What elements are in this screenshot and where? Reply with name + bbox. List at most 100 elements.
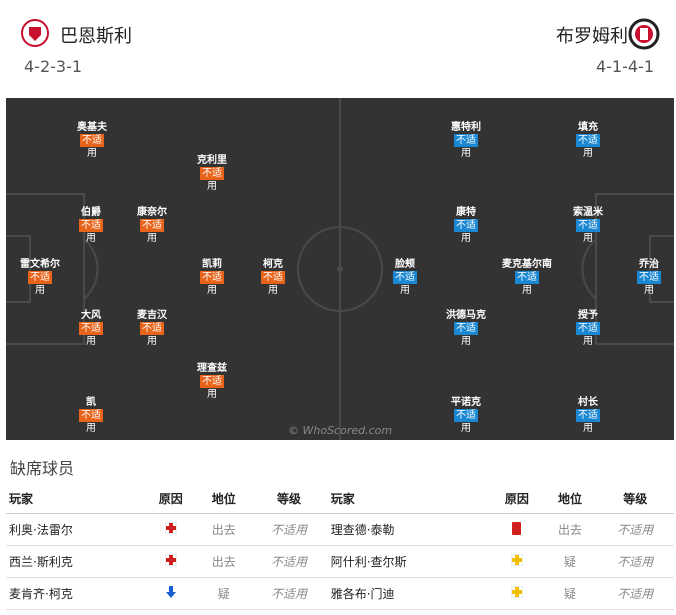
player-name: 洪德马克 <box>446 310 486 321</box>
player-rating: 不适用 <box>200 167 224 193</box>
rating: 不适用 <box>596 545 674 578</box>
player-rating: 不适用 <box>576 322 600 348</box>
player: 雷文希尔 不适用 <box>6 255 75 297</box>
player: 凯莉 不适用 <box>177 255 247 297</box>
rating: 不适用 <box>250 513 328 546</box>
player-rating: 不适用 <box>576 409 600 435</box>
player-name: 康特 <box>456 207 476 218</box>
player-name: 凯 <box>86 397 96 408</box>
row: 西兰·斯利克 出去 不适用 阿什利·查尔斯 疑 不适用 <box>6 545 674 578</box>
player-name: 理查兹 <box>197 363 227 374</box>
player-rating: 不适用 <box>515 271 539 297</box>
player-rating: 不适用 <box>200 271 224 297</box>
player-rating: 不适用 <box>79 322 103 348</box>
watermark: © WhoScored.com <box>288 424 393 437</box>
pitch-lines <box>6 98 674 440</box>
player-name: 索温米 <box>573 207 603 218</box>
player: 索温米 不适用 <box>553 203 623 245</box>
player-name: 乔治 <box>639 259 659 270</box>
pitch: © WhoScored.com 奥基夫 不适用 克利里 不适用 伯爵 不适用 康奈尔 不适用雷… <box>6 98 674 440</box>
col: 地位 <box>197 484 251 514</box>
player-rating: 不适用 <box>80 134 104 160</box>
player-name: 授予 <box>578 310 598 321</box>
player-rating: 不适用 <box>576 134 600 160</box>
status: 出去 <box>197 513 251 546</box>
home-team: 巴恩斯利 <box>60 26 132 47</box>
reason-icon <box>490 577 544 610</box>
player: 克利里 不适用 <box>177 151 247 193</box>
player-rating: 不适用 <box>261 271 285 297</box>
player-rating: 不适用 <box>454 219 478 245</box>
player: 利奥·法雷尔 <box>6 513 145 546</box>
col: 原因 <box>490 484 544 514</box>
player-name: 雷文希尔 <box>20 259 60 270</box>
player: 康特 不适用 <box>431 203 501 245</box>
rating: 不适用 <box>596 513 674 546</box>
away-logo <box>628 18 660 50</box>
player-rating: 不适用 <box>79 409 103 435</box>
rating: 不适用 <box>250 577 328 610</box>
player-name: 村长 <box>578 397 598 408</box>
player: 乔治 不适用 <box>614 255 674 297</box>
player-name: 填充 <box>578 122 598 133</box>
col: 等级 <box>250 484 328 514</box>
player: 阿什利·查尔斯 <box>327 545 491 578</box>
player-name: 克利里 <box>197 155 227 166</box>
player-name: 伯爵 <box>81 207 101 218</box>
reason-icon <box>144 577 198 610</box>
away-team: 布罗姆利 <box>556 26 628 47</box>
player-rating: 不适用 <box>637 271 661 297</box>
home-formation: 4-2-3-1 <box>24 57 83 76</box>
player-rating: 不适用 <box>454 134 478 160</box>
player: 雅各布·门迪 <box>327 577 491 610</box>
rating: 不适用 <box>596 577 674 610</box>
player-rating: 不适用 <box>140 219 164 245</box>
status: 出去 <box>543 513 597 546</box>
player: 麦吉汉 不适用 <box>117 306 187 348</box>
status: 出去 <box>197 545 251 578</box>
player-name: 大风 <box>81 310 101 321</box>
section-title: 缺席球员 <box>10 459 75 478</box>
player: 惠特利 不适用 <box>431 118 501 160</box>
player: 柯克 不适用 <box>238 255 308 297</box>
player-rating: 不适用 <box>28 271 52 297</box>
player: 理查兹 不适用 <box>177 359 247 401</box>
player: 脸颊 不适用 <box>370 255 440 297</box>
status: 疑 <box>543 577 597 610</box>
player: 大风 不适用 <box>56 306 126 348</box>
player: 麦克基尔南 不适用 <box>492 255 562 297</box>
status: 疑 <box>543 545 597 578</box>
col: 玩家 <box>6 484 145 514</box>
player-name: 平诺克 <box>451 397 481 408</box>
player-rating: 不适用 <box>454 322 478 348</box>
player-rating: 不适用 <box>454 409 478 435</box>
player: 填充 不适用 <box>553 118 623 160</box>
player-name: 惠特利 <box>451 122 481 133</box>
player-name: 麦吉汉 <box>137 310 167 321</box>
player: 凯不适用 <box>56 393 126 435</box>
player: 授予 不适用 <box>553 306 623 348</box>
player: 奥基夫 不适用 <box>57 118 127 160</box>
player: 村长 不适用 <box>553 393 623 435</box>
col: 地位 <box>543 484 597 514</box>
player: 康奈尔 不适用 <box>117 203 187 245</box>
player-name: 脸颊 <box>395 259 415 270</box>
player-name: 凯莉 <box>202 259 222 270</box>
player-name: 柯克 <box>263 259 283 270</box>
home-logo <box>21 19 49 47</box>
player-rating: 不适用 <box>393 271 417 297</box>
away-formation: 4-1-4-1 <box>595 57 654 76</box>
player: 麦肯齐·柯克 <box>6 577 145 610</box>
header-row: 玩家 原因 地位 等级 玩家 原因 地位 等级 <box>6 484 674 514</box>
row: 麦肯齐·柯克 疑 不适用 雅各布·门迪 疑 不适用 <box>6 577 674 610</box>
player-rating: 不适用 <box>140 322 164 348</box>
player: 洪德马克 不适用 <box>431 306 501 348</box>
col: 原因 <box>144 484 198 514</box>
reason-icon <box>490 545 544 578</box>
player-name: 麦克基尔南 <box>502 259 552 270</box>
reason-icon <box>490 513 544 546</box>
player: 平诺克 不适用 <box>431 393 501 435</box>
player: 理查德·泰勒 <box>327 513 491 546</box>
status: 疑 <box>197 577 251 610</box>
row: 利奥·法雷尔 出去 不适用 理查德·泰勒 出去 不适用 <box>6 513 674 546</box>
